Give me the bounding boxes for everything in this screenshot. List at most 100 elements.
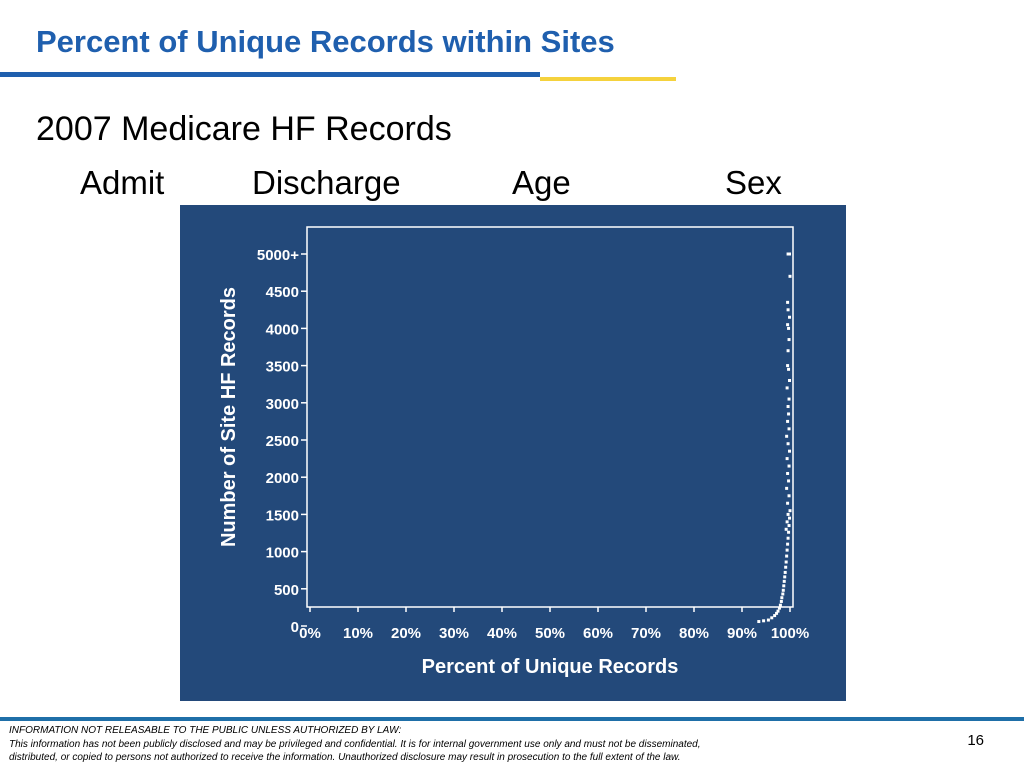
data-point: [779, 599, 783, 603]
data-point: [776, 609, 780, 613]
data-point: [783, 570, 787, 574]
data-point: [781, 592, 785, 596]
x-tick-label: 80%: [679, 625, 709, 642]
y-tick-label: 2500: [266, 433, 299, 450]
data-point: [788, 252, 792, 256]
data-point: [788, 509, 792, 513]
data-point: [781, 588, 785, 592]
y-tick-label: 3500: [266, 359, 299, 376]
x-tick-label: 40%: [487, 625, 517, 642]
data-point: [785, 486, 789, 490]
x-tick-label: 90%: [727, 625, 757, 642]
title-rule-blue: [0, 72, 540, 77]
data-point: [788, 449, 792, 453]
x-axis-label: Percent of Unique Records: [422, 656, 679, 678]
y-tick-label: 1000: [266, 545, 299, 562]
column-label-discharge: Discharge: [252, 164, 401, 201]
data-point: [784, 565, 788, 569]
column-label-sex: Sex: [725, 164, 782, 201]
data-point: [786, 323, 790, 327]
x-tick-label: 60%: [583, 625, 613, 642]
data-point: [786, 501, 790, 505]
data-point: [782, 584, 786, 588]
data-point: [786, 536, 790, 540]
data-point: [788, 516, 792, 520]
footer-rule: [0, 717, 1024, 721]
column-label-admit: Admit: [80, 164, 165, 201]
data-point: [785, 520, 789, 524]
x-tick-label: 70%: [631, 625, 661, 642]
data-point: [784, 560, 788, 564]
x-tick-label: 30%: [439, 625, 469, 642]
notice-line-1: This information has not been publicly d…: [9, 738, 701, 750]
data-point: [775, 611, 779, 615]
data-point: [786, 405, 790, 409]
data-point: [782, 579, 786, 583]
x-tick-label: 0%: [299, 625, 321, 642]
notice-line-2: distributed, or copied to persons not au…: [9, 752, 681, 763]
confidentiality-notice: INFORMATION NOT RELEASABLE TO THE PUBLIC…: [9, 724, 889, 765]
data-point: [773, 614, 777, 618]
data-point: [786, 442, 790, 446]
data-point: [786, 349, 790, 353]
scatter-chart: 0 500 1000 1500 2000 2500 3000 3500 4000 4500 5000…: [218, 226, 809, 678]
y-axis-label: Number of Site HF Records: [218, 287, 240, 547]
y-tick-label: 4000: [266, 321, 299, 338]
data-point: [786, 308, 790, 312]
data-point: [778, 603, 782, 607]
data-point: [770, 616, 774, 620]
data-point: [785, 548, 789, 552]
data-point: [787, 367, 791, 371]
data-point: [786, 542, 790, 546]
data-point: [788, 378, 792, 382]
data-point: [762, 619, 766, 623]
data-point: [783, 575, 787, 579]
x-axis-ticks: 0% 10% 20% 30% 40% 50% 60% 70% 80% 90% 100%: [299, 607, 809, 642]
chart-panel: 0 500 1000 1500 2000 2500 3000 3500 4000 4500 5000…: [180, 205, 846, 701]
x-tick-label: 50%: [535, 625, 565, 642]
data-point: [787, 397, 791, 401]
data-points: [757, 252, 792, 624]
data-point: [786, 512, 790, 516]
data-point: [785, 457, 789, 461]
slide-title: Percent of Unique Records within Sites: [36, 24, 615, 59]
data-point: [784, 527, 788, 531]
data-point: [786, 471, 790, 475]
data-point: [777, 606, 781, 610]
y-tick-label: 1500: [266, 507, 299, 524]
y-tick-label: 500: [274, 582, 299, 599]
data-point: [787, 530, 791, 534]
data-point: [780, 596, 784, 600]
data-point: [757, 620, 761, 624]
data-point: [787, 494, 791, 498]
data-point: [766, 618, 770, 622]
notice-heading: INFORMATION NOT RELEASABLE TO THE PUBLIC…: [9, 725, 402, 736]
column-label-age: Age: [512, 164, 571, 201]
y-tick-label: 2000: [266, 470, 299, 487]
data-point: [785, 386, 789, 390]
data-point: [786, 364, 790, 368]
data-point: [787, 479, 791, 483]
data-point: [787, 464, 791, 468]
data-point: [786, 300, 790, 304]
plot-area-border: [306, 226, 794, 608]
data-point: [787, 326, 791, 330]
x-tick-label: 20%: [391, 625, 421, 642]
data-point: [787, 524, 791, 528]
data-point: [788, 274, 792, 278]
x-tick-label: 10%: [343, 625, 373, 642]
y-axis-ticks: 0 500 1000 1500 2000 2500 3000 3500 4000 4500 5000…: [257, 247, 307, 636]
data-point: [785, 434, 789, 438]
y-tick-label: 4500: [266, 284, 299, 301]
data-point: [788, 315, 792, 319]
data-point: [787, 427, 791, 431]
y-tick-label: 0: [291, 619, 299, 636]
page-number: 16: [967, 732, 984, 749]
data-point: [786, 419, 790, 423]
title-rule-yellow: [540, 77, 676, 81]
y-tick-label: 3000: [266, 396, 299, 413]
x-tick-label: 100%: [771, 625, 809, 642]
y-tick-label: 5000+: [257, 247, 299, 264]
data-point: [785, 554, 789, 558]
slide-subtitle: 2007 Medicare HF Records: [36, 110, 452, 148]
